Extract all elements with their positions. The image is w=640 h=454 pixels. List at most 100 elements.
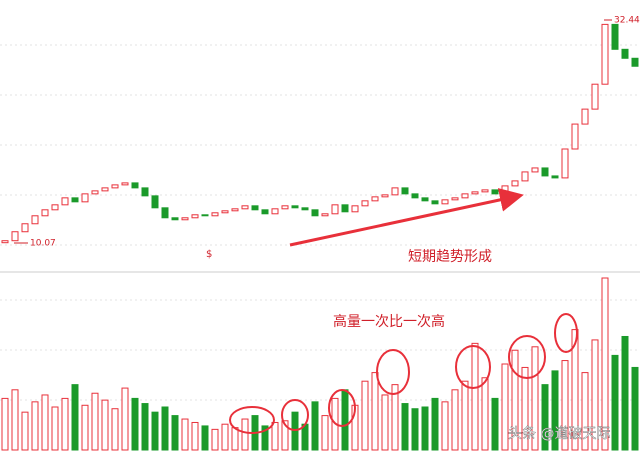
candle — [511, 180, 519, 187]
volume-bar — [511, 349, 519, 451]
volume-bar — [521, 366, 529, 451]
volume-bar — [121, 387, 129, 451]
volume-bar — [491, 397, 499, 451]
volume-bar — [261, 425, 269, 451]
volume-panel — [1, 277, 639, 451]
volume-bar — [581, 372, 589, 451]
candle — [81, 193, 89, 203]
candle — [251, 205, 259, 211]
volume-bar — [211, 428, 219, 451]
annotation: 高量一次比一次高 — [333, 313, 445, 330]
candle — [1, 240, 9, 244]
volume-bar — [231, 427, 239, 451]
volume-bar — [291, 411, 299, 451]
candle — [101, 187, 109, 192]
volume-bar — [611, 354, 619, 451]
volume-bar — [321, 415, 329, 451]
candle — [481, 189, 489, 193]
volume-bar — [471, 342, 479, 451]
volume-bar — [41, 394, 49, 451]
candle — [71, 197, 79, 203]
volume-bar — [281, 420, 289, 451]
candle — [601, 23, 609, 85]
volume-bar — [541, 384, 549, 451]
candle — [271, 208, 279, 215]
volume-bar — [141, 403, 149, 451]
candle — [531, 167, 539, 173]
volume-bar — [201, 425, 209, 451]
candle — [471, 191, 479, 195]
candle — [51, 204, 59, 211]
candle — [451, 197, 459, 201]
watermark: 头条 @道破天际 — [508, 425, 610, 442]
candle — [61, 197, 69, 206]
candle — [221, 210, 229, 214]
volume-bar — [101, 399, 109, 451]
volume-bar — [381, 394, 389, 451]
volume-bar — [11, 389, 19, 451]
candle — [391, 187, 399, 196]
candle — [121, 182, 129, 186]
volume-bar — [431, 397, 439, 451]
annotation: 短期趋势形成 — [408, 249, 492, 265]
candle — [41, 209, 49, 217]
volume-bar — [451, 389, 459, 451]
volume-bar — [241, 418, 249, 451]
volume-bar — [221, 423, 229, 451]
volume-bar — [621, 335, 629, 451]
volume-bar — [551, 370, 559, 451]
candle — [131, 182, 139, 189]
volume-bar — [631, 366, 639, 451]
candle — [321, 213, 329, 217]
volume-bar — [91, 392, 99, 451]
candle — [31, 215, 39, 225]
volume-bar — [131, 397, 139, 451]
volume-bar — [61, 397, 69, 451]
candle — [171, 217, 179, 221]
volume-bar — [341, 389, 349, 451]
volume-circles — [229, 313, 578, 434]
candle — [591, 83, 599, 110]
volume-bar — [151, 411, 159, 451]
volume-bar — [501, 363, 509, 451]
candle — [21, 223, 29, 233]
candle — [611, 23, 619, 50]
volume-bar — [161, 406, 169, 451]
candle — [181, 217, 189, 221]
candle — [151, 195, 159, 209]
candle — [351, 205, 359, 213]
volume-bar — [31, 401, 39, 451]
candle — [91, 190, 99, 195]
volume-bar — [441, 401, 449, 451]
candle — [441, 199, 449, 205]
candle — [241, 205, 249, 210]
volume-bar — [401, 403, 409, 451]
candle — [491, 189, 499, 195]
volume-bar — [571, 329, 579, 451]
candle — [211, 212, 219, 217]
volume-bar — [191, 421, 199, 451]
volume-bar — [591, 339, 599, 451]
volume-bar — [461, 380, 469, 451]
volume-bar — [181, 418, 189, 451]
candle — [411, 193, 419, 199]
candle — [621, 48, 629, 59]
low-label: 10.07 — [30, 239, 56, 249]
volume-bar — [361, 380, 369, 451]
candle — [541, 167, 549, 177]
volume-bar — [81, 404, 89, 451]
candle — [301, 207, 309, 211]
price-panel — [1, 23, 639, 244]
volume-bar — [561, 360, 569, 451]
candle — [551, 175, 559, 179]
trend-arrow — [289, 188, 524, 247]
volume-bar — [371, 372, 379, 451]
candle — [331, 204, 339, 215]
candle — [561, 148, 569, 179]
candle — [341, 204, 349, 213]
candle — [381, 194, 389, 198]
volume-bar — [601, 277, 609, 451]
volume-bar — [171, 415, 179, 451]
candle — [361, 200, 369, 207]
